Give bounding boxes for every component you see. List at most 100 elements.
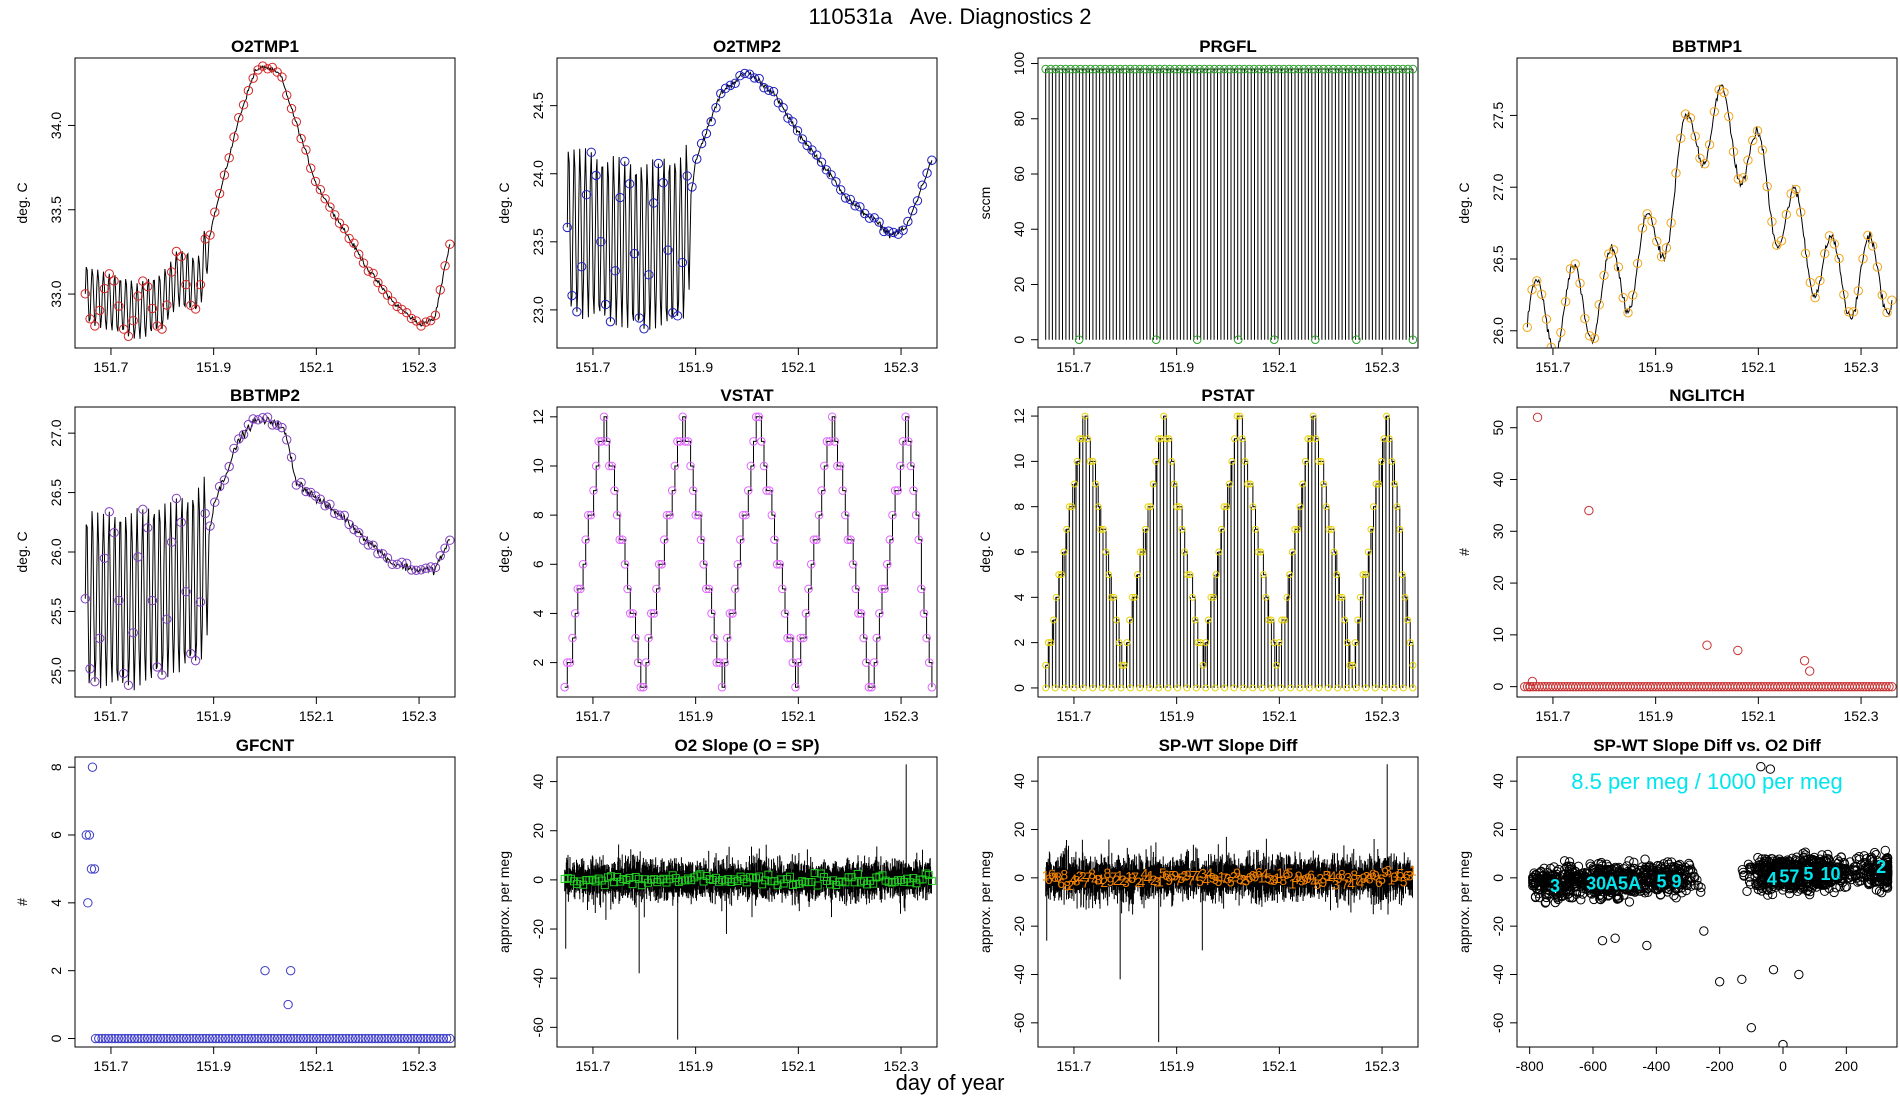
data-point xyxy=(1632,258,1643,269)
data-point xyxy=(1403,64,1413,74)
data-point xyxy=(826,170,836,180)
data-point: 8 xyxy=(1338,867,1346,883)
data-point xyxy=(1673,884,1683,894)
data-point xyxy=(754,73,764,84)
data-point xyxy=(1378,64,1388,74)
data-point xyxy=(1642,209,1652,219)
data-point xyxy=(927,682,937,692)
data-point xyxy=(1066,64,1075,74)
data-point xyxy=(1656,252,1667,262)
data-point xyxy=(368,268,378,279)
data-point xyxy=(256,1033,267,1044)
data-point: 1 xyxy=(1276,865,1284,881)
data-point xyxy=(1585,859,1595,869)
data-point: 3 xyxy=(1267,871,1275,887)
data-point xyxy=(1640,888,1650,898)
data-point xyxy=(139,1033,150,1044)
y-tick-label: -40 xyxy=(530,968,546,988)
data-point xyxy=(1837,877,1848,888)
data-point xyxy=(688,486,698,495)
data-point xyxy=(1584,331,1595,341)
data-point xyxy=(234,113,244,123)
data-point xyxy=(1632,876,1642,887)
data-point xyxy=(1229,64,1239,74)
y-tick-label: -60 xyxy=(1490,1013,1506,1033)
data-point xyxy=(1105,64,1115,74)
data-point xyxy=(181,1033,192,1044)
data-point xyxy=(660,535,669,545)
data-point xyxy=(1241,457,1249,465)
data-point xyxy=(263,1033,273,1044)
subplot-pstat: PSTAT deg. C 151.7 151.9 152.1 152.3 0 2 4 6 8 10 12 xyxy=(977,386,1419,724)
data-point xyxy=(347,1033,358,1044)
data-point xyxy=(888,510,897,520)
plot-frame xyxy=(556,756,938,1048)
y-tick-label: 0 xyxy=(1490,683,1506,691)
x-tick-label: 152.3 xyxy=(402,359,437,375)
data-point xyxy=(210,497,220,507)
data-point xyxy=(720,658,729,667)
data-point xyxy=(1671,893,1681,903)
data-point xyxy=(301,145,311,155)
data-point xyxy=(1047,639,1055,647)
y-axis-label: approx. per meg xyxy=(496,851,512,953)
data-point xyxy=(205,521,215,531)
data-point xyxy=(1236,412,1244,420)
data-point xyxy=(600,881,609,890)
data-point xyxy=(1325,525,1333,533)
data-point xyxy=(138,276,148,286)
data-point xyxy=(1795,861,1806,872)
data-point xyxy=(1220,503,1228,511)
data-point xyxy=(764,85,774,96)
data-point xyxy=(1352,335,1361,345)
data-point xyxy=(604,461,614,471)
data-point xyxy=(1689,872,1700,883)
data-point: 9 xyxy=(1208,869,1216,885)
data-point xyxy=(1183,571,1191,579)
data-point xyxy=(402,1033,413,1044)
data-point xyxy=(123,1033,133,1044)
x-tick-label: 0 xyxy=(1779,1058,1787,1074)
x-tick-label: 151.7 xyxy=(1056,1058,1091,1074)
data-point xyxy=(917,584,926,594)
data-point xyxy=(1095,64,1105,74)
data-point: 6 xyxy=(1375,874,1383,890)
data-point xyxy=(1620,868,1630,879)
x-tick-label: 151.7 xyxy=(1535,359,1570,375)
data-point xyxy=(83,898,93,908)
data-point xyxy=(1334,64,1343,74)
plot-frame xyxy=(556,57,938,349)
data-point xyxy=(363,1033,374,1044)
series-line xyxy=(84,64,451,339)
data-point xyxy=(1882,854,1893,864)
x-tick-label: 151.7 xyxy=(1535,708,1570,724)
data-point xyxy=(1370,503,1378,511)
data-point xyxy=(81,830,91,840)
x-tick-label: 152.1 xyxy=(299,1058,334,1074)
data-point xyxy=(1284,64,1294,74)
data-point xyxy=(1799,656,1810,666)
data-point xyxy=(99,553,110,563)
data-point xyxy=(128,316,138,326)
x-tick-label: -400 xyxy=(1642,1058,1670,1074)
data-point xyxy=(810,869,819,878)
data-point xyxy=(1853,286,1863,296)
data-point xyxy=(152,321,162,331)
data-point xyxy=(754,412,764,422)
x-tick-label: 152.3 xyxy=(884,1058,919,1074)
outlier-point xyxy=(1746,1022,1757,1033)
data-point xyxy=(406,313,417,324)
data-point xyxy=(1126,616,1134,624)
y-tick-label: 0 xyxy=(48,1034,64,1042)
data-point xyxy=(694,510,703,520)
x-tick-label: 151.9 xyxy=(1159,359,1194,375)
data-point xyxy=(646,609,656,618)
data-point xyxy=(1073,457,1081,465)
data-point xyxy=(678,412,688,422)
data-point: 6 xyxy=(1369,866,1377,882)
data-point: 4 xyxy=(1261,865,1269,881)
data-point xyxy=(114,301,124,311)
panel-title: O2TMP2 xyxy=(713,37,781,56)
data-point xyxy=(1557,886,1567,896)
data-point xyxy=(1635,866,1645,876)
